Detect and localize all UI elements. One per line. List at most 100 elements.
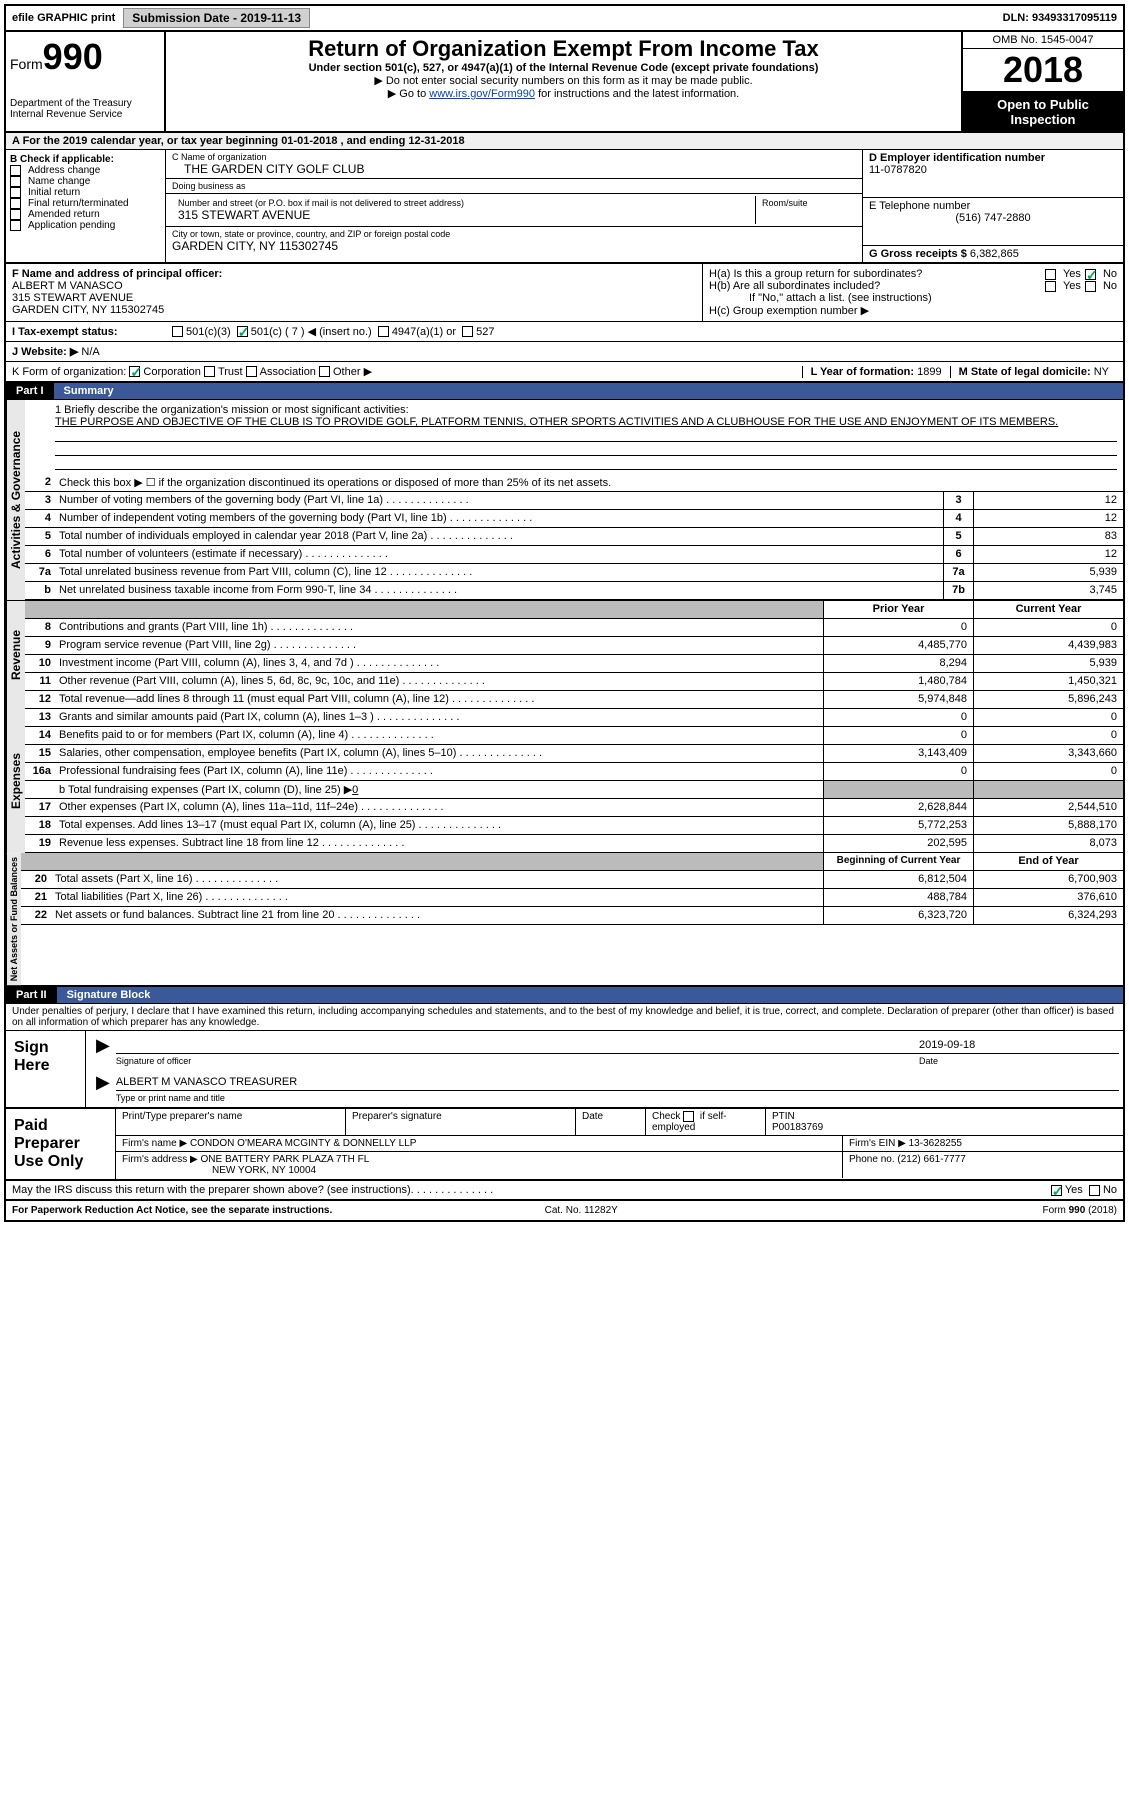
org-name-label: C Name of organization [172, 152, 856, 162]
tax-year: 2018 [963, 49, 1123, 93]
footer-form: Form 990 (2018) [1043, 1205, 1117, 1216]
current-year-hdr: Current Year [973, 601, 1123, 618]
part1-hdr: Part I [6, 383, 54, 399]
org-name: THE GARDEN CITY GOLF CLUB [172, 162, 856, 176]
chk-501c3[interactable] [172, 326, 183, 337]
chk-final-return[interactable] [10, 198, 21, 209]
l16b-value: 0 [352, 784, 358, 796]
chk-app-pending[interactable] [10, 220, 21, 231]
chk-name-change[interactable] [10, 176, 21, 187]
tab-governance: Activities & Governance [6, 400, 25, 600]
l-value: 1899 [917, 366, 941, 378]
phone-value: (516) 747-2880 [869, 212, 1117, 224]
form-subtitle: Under section 501(c), 527, or 4947(a)(1)… [170, 62, 957, 74]
discuss-yes: Yes [1065, 1184, 1083, 1196]
firm-addr1: ONE BATTERY PARK PLAZA 7TH FL [201, 1154, 370, 1165]
blank-line [55, 442, 1117, 456]
prep-name-hdr: Print/Type preparer's name [116, 1109, 346, 1135]
officer-label: F Name and address of principal officer: [12, 268, 696, 280]
lbl-527: 527 [476, 326, 494, 338]
part1-title: Summary [54, 383, 1123, 399]
chk-address-change[interactable] [10, 165, 21, 176]
omb-number: OMB No. 1545-0047 [963, 32, 1123, 49]
header-right: OMB No. 1545-0047 2018 Open to Public In… [963, 32, 1123, 131]
instr-link: ▶ Go to www.irs.gov/Form990 for instruct… [170, 87, 957, 100]
chk-trust[interactable] [204, 366, 215, 377]
hb-note: If "No," attach a list. (see instruction… [709, 292, 1117, 304]
chk-4947[interactable] [378, 326, 389, 337]
chk-ha-yes[interactable] [1045, 269, 1056, 280]
l1-mission: THE PURPOSE AND OBJECTIVE OF THE CLUB IS… [55, 416, 1117, 428]
part2-title: Signature Block [57, 987, 1123, 1003]
chk-self-employed[interactable] [683, 1111, 694, 1122]
data-line: 10Investment income (Part VIII, column (… [25, 655, 1123, 673]
tab-net-assets: Net Assets or Fund Balances [6, 853, 21, 985]
hb-label: H(b) Are all subordinates included? [709, 280, 1041, 292]
sign-date: 2019-09-18 [919, 1039, 1119, 1051]
lbl-assoc: Association [260, 366, 316, 378]
lbl-trust: Trust [218, 366, 243, 378]
arrow-icon: ▶ [90, 1035, 116, 1066]
box-deg: D Employer identification number 11-0787… [863, 150, 1123, 262]
m-label: M State of legal domicile: [959, 366, 1091, 378]
chk-assoc[interactable] [246, 366, 257, 377]
ein-label: D Employer identification number [869, 152, 1117, 164]
chk-amended[interactable] [10, 209, 21, 220]
ptin-value: P00183769 [772, 1122, 1117, 1133]
form-header: Form990 Department of the Treasury Inter… [6, 32, 1123, 133]
chk-corp[interactable] [129, 366, 140, 377]
submission-date-button[interactable]: Submission Date - 2019-11-13 [123, 8, 310, 28]
discuss-no: No [1103, 1184, 1117, 1196]
lbl-yes: Yes [1063, 268, 1081, 280]
website-label: J Website: ▶ [12, 345, 78, 358]
gov-line: 6Total number of volunteers (estimate if… [25, 546, 1123, 564]
penalties-text: Under penalties of perjury, I declare th… [6, 1004, 1123, 1031]
prep-date-hdr: Date [576, 1109, 646, 1135]
data-line: 13Grants and similar amounts paid (Part … [25, 709, 1123, 727]
ein-value: 11-0787820 [869, 164, 1117, 176]
row-discuss: May the IRS discuss this return with the… [6, 1181, 1123, 1201]
tax-status-label: I Tax-exempt status: [12, 326, 172, 338]
box-b: B Check if applicable: Address change Na… [6, 150, 166, 262]
arrow-icon: ▶ [90, 1072, 116, 1103]
efile-label[interactable]: efile GRAPHIC print [6, 10, 121, 26]
officer-name: ALBERT M VANASCO [12, 280, 696, 292]
lbl-no2: No [1103, 280, 1117, 292]
chk-hb-yes[interactable] [1045, 281, 1056, 292]
data-line: 16aProfessional fundraising fees (Part I… [25, 763, 1123, 781]
data-line: 8Contributions and grants (Part VIII, li… [25, 619, 1123, 637]
chk-501c[interactable] [237, 326, 248, 337]
sign-block: Sign Here ▶ 2019-09-18 Signature of offi… [6, 1031, 1123, 1109]
data-line: 12Total revenue—add lines 8 through 11 (… [25, 691, 1123, 709]
gross-receipts-value: 6,382,865 [970, 248, 1019, 260]
l2-text: Check this box ▶ ☐ if the organization d… [55, 474, 1123, 491]
gov-line: bNet unrelated business taxable income f… [25, 582, 1123, 600]
firm-phone-label: Phone no. [849, 1154, 895, 1165]
data-line: 9Program service revenue (Part VIII, lin… [25, 637, 1123, 655]
gov-line: 4Number of independent voting members of… [25, 510, 1123, 528]
form-990-page: efile GRAPHIC print Submission Date - 20… [4, 4, 1125, 1222]
chk-discuss-no[interactable] [1089, 1185, 1100, 1196]
firm-phone: (212) 661-7777 [897, 1154, 965, 1165]
chk-hb-no[interactable] [1085, 281, 1096, 292]
chk-other[interactable] [319, 366, 330, 377]
box-h: H(a) Is this a group return for subordin… [703, 264, 1123, 321]
sign-name: ALBERT M VANASCO TREASURER [116, 1074, 1119, 1091]
chk-discuss-yes[interactable] [1051, 1185, 1062, 1196]
end-year-hdr: End of Year [973, 853, 1123, 870]
chk-527[interactable] [462, 326, 473, 337]
data-line: 20Total assets (Part X, line 16)6,812,50… [21, 871, 1123, 889]
data-line: 17Other expenses (Part IX, column (A), l… [25, 799, 1123, 817]
irs-link[interactable]: www.irs.gov/Form990 [429, 88, 535, 100]
section-expenses: Expenses 13Grants and similar amounts pa… [6, 709, 1123, 853]
revenue-header-row: Prior Year Current Year [25, 601, 1123, 619]
page-footer: For Paperwork Reduction Act Notice, see … [6, 1201, 1123, 1220]
gov-line: 7aTotal unrelated business revenue from … [25, 564, 1123, 582]
lbl-initial-return: Initial return [28, 187, 80, 198]
chk-initial-return[interactable] [10, 187, 21, 198]
lbl-4947: 4947(a)(1) or [392, 326, 456, 338]
hc-label: H(c) Group exemption number ▶ [709, 304, 1117, 317]
chk-ha-no[interactable] [1085, 269, 1096, 280]
l16b-label: b Total fundraising expenses (Part IX, c… [59, 784, 352, 796]
sig-date-label: Date [919, 1056, 1119, 1066]
